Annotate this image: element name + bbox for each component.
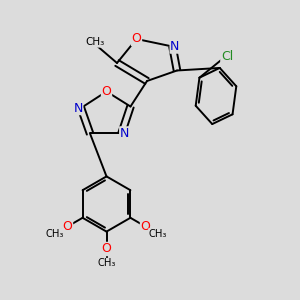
Text: CH₃: CH₃: [149, 229, 167, 239]
Text: O: O: [140, 220, 150, 233]
Text: CH₃: CH₃: [46, 229, 64, 239]
Text: CH₃: CH₃: [85, 37, 104, 47]
Text: N: N: [73, 101, 83, 115]
Text: N: N: [170, 40, 180, 53]
Text: O: O: [102, 242, 111, 256]
Text: CH₃: CH₃: [97, 258, 116, 268]
Text: O: O: [102, 85, 111, 98]
Text: O: O: [132, 32, 141, 46]
Text: Cl: Cl: [221, 50, 233, 63]
Text: O: O: [63, 220, 73, 233]
Text: N: N: [120, 127, 129, 140]
